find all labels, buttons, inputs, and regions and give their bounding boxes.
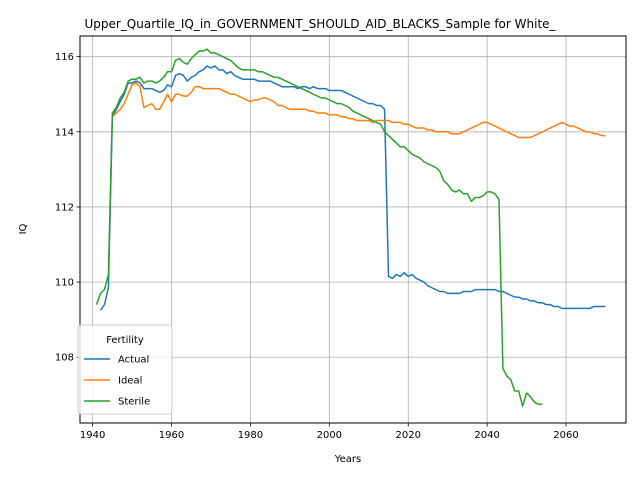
legend-box xyxy=(77,324,173,415)
x-tick-label: 1960 xyxy=(159,430,184,441)
legend-label-ideal: Ideal xyxy=(118,376,142,387)
series-lines xyxy=(95,48,606,407)
chart-title: Upper_Quartile_IQ_in_GOVERNMENT_SHOULD_A… xyxy=(84,17,556,31)
series-line-sterile xyxy=(95,48,543,407)
y-tick-label: 112 xyxy=(55,202,74,213)
y-tick-label: 108 xyxy=(55,353,74,364)
x-tick-label: 1940 xyxy=(80,430,105,441)
series-line-actual xyxy=(99,65,606,311)
legend: Fertility Actual Ideal Sterile xyxy=(77,324,173,415)
series-line-ideal xyxy=(111,82,606,139)
x-tick-label: 2020 xyxy=(396,430,421,441)
y-tick-label: 114 xyxy=(55,127,74,138)
x-axis-ticks: 1940 1960 1980 2000 2020 2040 2060 xyxy=(80,423,579,441)
x-tick-label: 2060 xyxy=(553,430,578,441)
legend-label-sterile: Sterile xyxy=(118,397,150,408)
x-tick-label: 2040 xyxy=(474,430,499,441)
axes-frame xyxy=(79,35,627,424)
y-tick-label: 110 xyxy=(55,278,74,289)
x-tick-label: 2000 xyxy=(317,430,342,441)
x-tick-label: 1980 xyxy=(238,430,263,441)
x-axis-label: Years xyxy=(334,454,361,465)
legend-entries: Actual Ideal Sterile xyxy=(84,355,150,408)
legend-label-actual: Actual xyxy=(118,355,149,366)
y-axis-label: IQ xyxy=(18,223,29,234)
legend-title: Fertility xyxy=(106,335,144,346)
y-tick-label: 116 xyxy=(55,52,74,63)
y-axis-ticks: 108 110 112 114 116 xyxy=(55,52,80,364)
